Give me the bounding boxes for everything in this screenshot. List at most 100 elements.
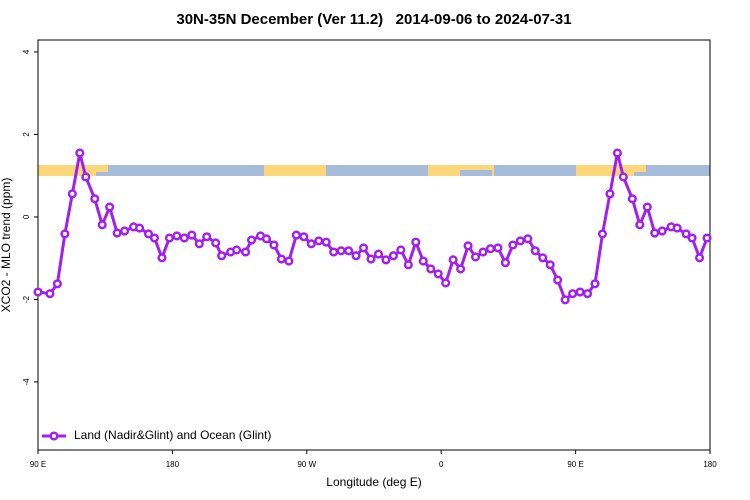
point bbox=[612, 148, 622, 158]
point bbox=[605, 189, 615, 199]
point bbox=[568, 289, 578, 299]
point bbox=[336, 246, 346, 256]
point bbox=[478, 247, 488, 257]
legend-marker bbox=[49, 431, 59, 441]
point bbox=[396, 245, 406, 255]
point bbox=[172, 231, 182, 241]
point bbox=[329, 247, 339, 257]
y-tick-label: -4 bbox=[22, 378, 31, 386]
y-tick-label: -2 bbox=[22, 295, 31, 303]
point bbox=[97, 220, 107, 230]
point bbox=[381, 255, 391, 265]
point bbox=[627, 194, 637, 204]
legend-label: Land (Nadir&Glint) and Ocean (Glint) bbox=[74, 428, 271, 442]
point bbox=[441, 278, 451, 288]
point bbox=[597, 229, 608, 239]
point bbox=[321, 237, 331, 247]
point bbox=[508, 240, 518, 250]
ocean-band bbox=[38, 165, 710, 176]
point bbox=[426, 264, 436, 274]
point bbox=[681, 229, 691, 239]
point bbox=[545, 260, 555, 270]
point bbox=[553, 275, 563, 285]
point bbox=[642, 202, 652, 212]
point bbox=[657, 226, 667, 236]
point bbox=[448, 255, 458, 265]
y-tick-label: 0 bbox=[22, 214, 31, 219]
point bbox=[351, 251, 361, 261]
point bbox=[456, 264, 466, 274]
point bbox=[45, 289, 55, 299]
point bbox=[470, 252, 481, 262]
point bbox=[217, 251, 227, 261]
point bbox=[314, 236, 324, 246]
y-tick-label: 4 bbox=[22, 49, 31, 54]
point bbox=[105, 202, 115, 212]
point bbox=[52, 279, 62, 289]
point bbox=[60, 229, 70, 239]
point bbox=[246, 235, 257, 245]
x-tick-label: 0 bbox=[439, 460, 444, 469]
point bbox=[284, 256, 294, 266]
point bbox=[157, 253, 167, 263]
y-axis-label: XCO2 - MLO trend (ppm) bbox=[0, 178, 13, 313]
point bbox=[81, 172, 91, 182]
point bbox=[538, 253, 548, 263]
point bbox=[358, 243, 369, 253]
y-tick-label: 2 bbox=[22, 132, 31, 137]
point bbox=[672, 223, 682, 233]
point bbox=[291, 230, 301, 240]
point bbox=[90, 194, 100, 204]
point bbox=[635, 220, 645, 230]
point bbox=[650, 228, 660, 238]
point bbox=[112, 228, 122, 238]
x-tick-label: 90 E bbox=[30, 460, 46, 469]
point bbox=[433, 269, 443, 279]
point bbox=[120, 226, 130, 236]
point bbox=[269, 240, 279, 250]
point bbox=[344, 246, 354, 256]
point bbox=[418, 256, 428, 266]
x-tick-label: 90 W bbox=[297, 460, 316, 469]
ocean-band bbox=[460, 170, 492, 176]
point bbox=[694, 253, 705, 263]
point bbox=[299, 232, 309, 242]
point bbox=[276, 254, 286, 264]
point bbox=[143, 229, 154, 239]
point bbox=[241, 247, 251, 257]
point bbox=[493, 243, 503, 253]
point bbox=[373, 249, 384, 259]
land-band bbox=[264, 165, 326, 176]
point bbox=[187, 230, 197, 240]
point bbox=[463, 241, 473, 251]
point bbox=[179, 233, 189, 243]
x-tick-label: 180 bbox=[703, 460, 717, 469]
land-band bbox=[576, 165, 634, 176]
point bbox=[523, 234, 533, 244]
land-ocean-strip bbox=[38, 165, 710, 176]
point bbox=[500, 258, 510, 268]
point bbox=[515, 236, 525, 246]
point bbox=[67, 189, 77, 199]
point bbox=[149, 233, 160, 243]
point bbox=[232, 245, 242, 255]
land-band bbox=[634, 165, 646, 172]
point bbox=[194, 239, 204, 249]
x-axis-label: Longitude (deg E) bbox=[326, 475, 421, 489]
chart-title: 30N-35N December (Ver 11.2) 2014-09-06 t… bbox=[176, 11, 571, 28]
point bbox=[164, 233, 174, 243]
point bbox=[202, 232, 212, 242]
land-band bbox=[96, 165, 108, 172]
point bbox=[411, 237, 421, 247]
point bbox=[530, 246, 540, 256]
point bbox=[75, 148, 85, 158]
point bbox=[590, 279, 600, 289]
point bbox=[134, 223, 145, 233]
point bbox=[366, 254, 376, 264]
point bbox=[702, 233, 712, 243]
x-tick-label: 90 E bbox=[567, 460, 583, 469]
point bbox=[211, 238, 221, 248]
point bbox=[485, 244, 496, 254]
point bbox=[306, 239, 316, 249]
